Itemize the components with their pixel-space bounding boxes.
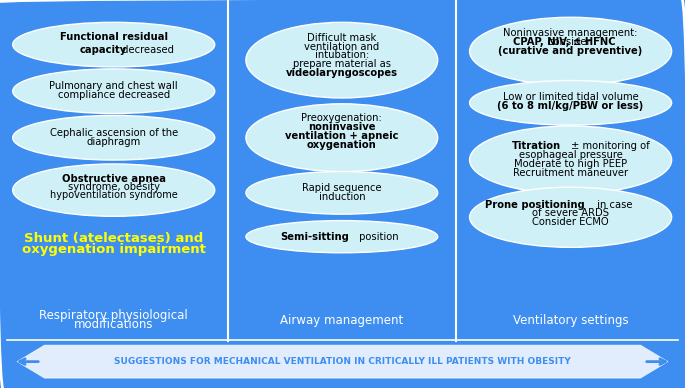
Ellipse shape <box>470 81 671 125</box>
Polygon shape <box>17 345 668 378</box>
Text: hypoventilation syndrome: hypoventilation syndrome <box>50 190 177 200</box>
Text: syndrome, obesity: syndrome, obesity <box>68 182 160 192</box>
Text: Difficult mask: Difficult mask <box>307 33 377 43</box>
Ellipse shape <box>13 22 215 67</box>
Text: consider: consider <box>548 36 593 47</box>
Ellipse shape <box>246 220 438 253</box>
Text: esophageal pressure: esophageal pressure <box>519 150 623 160</box>
Text: oxygenation impairment: oxygenation impairment <box>22 242 206 256</box>
Text: Functional residual: Functional residual <box>60 32 168 42</box>
Ellipse shape <box>13 115 215 160</box>
Text: (6 to 8 ml/kg/PBW or less): (6 to 8 ml/kg/PBW or less) <box>497 101 644 111</box>
Text: (curative and preventive): (curative and preventive) <box>499 46 643 56</box>
Text: Cephalic ascension of the: Cephalic ascension of the <box>49 128 178 138</box>
Text: Airway management: Airway management <box>280 314 403 327</box>
Text: Rapid sequence: Rapid sequence <box>302 183 382 193</box>
Text: Preoxygenation:: Preoxygenation: <box>301 113 382 123</box>
Text: capacity: capacity <box>80 45 127 55</box>
Ellipse shape <box>470 187 671 248</box>
Text: Respiratory physiological: Respiratory physiological <box>39 308 188 322</box>
Text: position: position <box>356 232 399 242</box>
Text: Shunt (atelectases) and: Shunt (atelectases) and <box>24 232 203 245</box>
Text: Semi-sitting: Semi-sitting <box>280 232 349 242</box>
Text: noninvasive: noninvasive <box>308 122 375 132</box>
Text: SUGGESTIONS FOR MECHANICAL VENTILATION IN CRITICALLY ILL PATIENTS WITH OBESITY: SUGGESTIONS FOR MECHANICAL VENTILATION I… <box>114 357 571 366</box>
Text: Noninvasive management:: Noninvasive management: <box>503 28 638 38</box>
Text: ventilation and: ventilation and <box>304 42 379 52</box>
Text: videolaryngoscopes: videolaryngoscopes <box>286 68 398 78</box>
Ellipse shape <box>246 22 438 98</box>
Ellipse shape <box>470 17 671 85</box>
Text: Ventilatory settings: Ventilatory settings <box>513 314 628 327</box>
Ellipse shape <box>246 104 438 171</box>
Ellipse shape <box>470 126 671 194</box>
Text: decreased: decreased <box>119 45 174 55</box>
Text: Low or limited tidal volume: Low or limited tidal volume <box>503 92 638 102</box>
Ellipse shape <box>246 171 438 214</box>
Text: CPAP, NIV, ± HFNC: CPAP, NIV, ± HFNC <box>485 36 615 47</box>
Text: ventilation + apneic: ventilation + apneic <box>285 131 399 141</box>
Text: Recruitment maneuver: Recruitment maneuver <box>513 168 628 178</box>
Text: modifications: modifications <box>74 318 153 331</box>
Text: Pulmonary and chest wall: Pulmonary and chest wall <box>49 81 178 91</box>
Text: oxygenation: oxygenation <box>307 140 377 150</box>
Text: ± monitoring of: ± monitoring of <box>571 141 649 151</box>
Ellipse shape <box>13 69 215 113</box>
Text: intubation:: intubation: <box>314 50 369 61</box>
Text: Moderate to high PEEP: Moderate to high PEEP <box>514 159 627 169</box>
Text: diaphragm: diaphragm <box>86 137 141 147</box>
Text: of severe ARDS: of severe ARDS <box>532 208 609 218</box>
Text: Consider ECMO: Consider ECMO <box>532 217 609 227</box>
Text: Titration: Titration <box>512 141 561 151</box>
Text: compliance decreased: compliance decreased <box>58 90 170 100</box>
Text: Obstructive apnea: Obstructive apnea <box>62 174 166 184</box>
Text: prepare material as: prepare material as <box>292 59 391 69</box>
Text: Prone positioning: Prone positioning <box>485 200 585 210</box>
Ellipse shape <box>13 164 215 217</box>
Text: in case: in case <box>594 200 632 210</box>
Text: induction: induction <box>319 192 365 202</box>
